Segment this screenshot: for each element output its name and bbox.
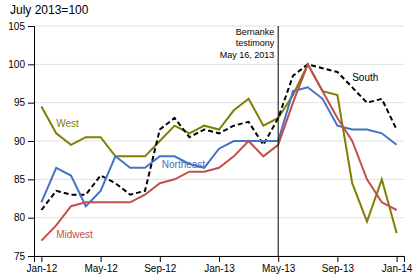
annotation-line-text: testimony: [236, 38, 275, 48]
title: July 2013=100: [10, 3, 89, 17]
y-tick-label: 100: [8, 59, 25, 70]
grid-line: [34, 217, 404, 218]
x-tick-label: Sep-12: [144, 263, 177, 274]
x-tick-mark: [41, 256, 42, 262]
grid-line: [34, 141, 404, 142]
y-tick-mark: [28, 103, 34, 104]
texts: Bernanketestimony May 16, 2013 West South No…: [10, 3, 378, 240]
grid-line: [34, 179, 404, 180]
grid: [34, 26, 404, 256]
x-tick: Sep-13: [322, 256, 355, 274]
y-tick: 105: [8, 21, 34, 32]
chart: 75 80 85 90 95 100 105 Jan-12 May-12 Sep-12 Jan-13…: [0, 0, 420, 280]
series-label: West: [56, 118, 79, 129]
y-tick: 75: [14, 251, 34, 262]
series-line: [41, 64, 396, 240]
series-label: Northeast: [162, 159, 206, 170]
x-axis-line: [35, 257, 405, 263]
series-line: [41, 64, 396, 210]
y-tick-mark: [28, 26, 34, 27]
y-tick-label: 90: [14, 136, 26, 147]
x-tick-label: Jan-12: [27, 263, 58, 274]
y-tick-label: 80: [14, 212, 26, 223]
x-tick-mark: [337, 256, 338, 262]
series-line: [41, 64, 396, 233]
lines: [41, 64, 396, 240]
annotation: Bernanketestimony May 16, 2013: [220, 27, 275, 60]
y-tick-mark: [28, 64, 34, 65]
y-tick: 80: [14, 212, 34, 223]
annotation-line: [278, 26, 279, 256]
y-tick-mark: [28, 141, 34, 142]
y-tick-label: 75: [14, 251, 26, 262]
grid-line: [34, 64, 404, 65]
x-tick: Jan-14: [382, 256, 413, 274]
series-label: Midwest: [56, 229, 93, 240]
annotation-line-text: May 16, 2013: [220, 50, 275, 60]
x-axis: Jan-12 May-12 Sep-12 Jan-13 May-13 Sep-13 Jan-…: [27, 256, 413, 274]
x-tick-label: Sep-13: [322, 263, 355, 274]
x-tick: Jan-13: [204, 256, 235, 274]
series-line: [41, 87, 396, 206]
y-axis: 75 80 85 90 95 100 105: [8, 21, 34, 262]
x-tick: Sep-12: [144, 256, 177, 274]
y-tick: 95: [14, 97, 34, 108]
x-tick-mark: [278, 256, 279, 262]
x-tick: Jan-12: [27, 256, 58, 274]
x-tick-label: Jan-14: [382, 263, 413, 274]
x-tick-label: May-13: [262, 263, 296, 274]
y-tick-label: 105: [8, 21, 25, 32]
x-tick-mark: [101, 256, 102, 262]
grid-line: [34, 102, 404, 103]
x-tick-mark: [397, 256, 398, 262]
x-tick: May-12: [84, 256, 118, 274]
x-tick-label: May-12: [84, 263, 118, 274]
y-tick: 85: [14, 174, 34, 185]
y-tick: 90: [14, 136, 34, 147]
y-axis-line: [28, 27, 35, 257]
y-tick-mark: [28, 179, 34, 180]
grid-line: [34, 26, 404, 27]
y-tick: 100: [8, 59, 34, 70]
x-tick: May-13: [262, 256, 296, 274]
y-tick-mark: [28, 256, 34, 257]
x-tick-mark: [160, 256, 161, 262]
y-tick-label: 85: [14, 174, 26, 185]
y-tick-mark: [28, 218, 34, 219]
series-label: South: [352, 72, 378, 83]
annotation-line-text: Bernanke: [236, 27, 275, 37]
x-tick-label: Jan-13: [204, 263, 235, 274]
x-tick-mark: [219, 256, 220, 262]
y-tick-label: 95: [14, 97, 26, 108]
